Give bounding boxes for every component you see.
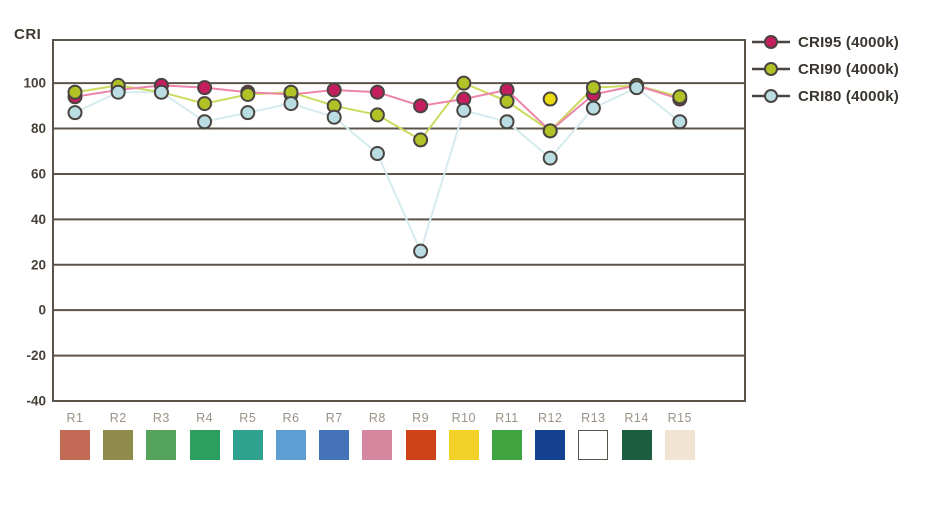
marker-cri80-r4 (197, 114, 213, 130)
marker-cri95-r4 (197, 80, 213, 96)
marker-cri80-r10 (456, 102, 472, 118)
marker-cri80-r11 (499, 114, 515, 130)
y-tick-label: 100 (23, 76, 46, 91)
marker-cri80-r13 (585, 100, 601, 116)
legend-item-cri95: CRI95 (4000k) (752, 31, 899, 53)
marker-cri80-r5 (240, 105, 256, 121)
marker-cri90-r9 (413, 132, 429, 148)
marker-cri90-r13 (585, 80, 601, 96)
legend-item-cri80: CRI80 (4000k) (752, 85, 899, 107)
marker-cri95-r9 (413, 98, 429, 114)
legend-label-cri80: CRI80 (4000k) (798, 87, 899, 105)
legend-item-cri90: CRI90 (4000k) (752, 58, 899, 80)
marker-cri80-r6 (283, 96, 299, 112)
marker-cri90-r11 (499, 93, 515, 109)
yellow-dot (542, 91, 558, 107)
marker-cri90-r8 (369, 107, 385, 123)
y-axis-title: CRI (14, 26, 42, 43)
marker-cri80-r12 (542, 150, 558, 166)
y-tick-label: 0 (38, 303, 46, 318)
marker-cri80-r15 (672, 114, 688, 130)
marker-cri80-r1 (67, 105, 83, 121)
marker-cri90-r12 (542, 123, 558, 139)
legend: CRI95 (4000k) CRI90 (4000k) CRI80 (4000k… (752, 31, 899, 107)
legend-label-cri90: CRI90 (4000k) (798, 60, 899, 78)
marker-cri90-r10 (456, 75, 472, 91)
legend-marker-cri80-icon (752, 89, 790, 103)
marker-cri90-r5 (240, 86, 256, 102)
marker-cri95-r7 (326, 82, 342, 98)
plot-frame (52, 39, 746, 402)
y-tick-label: 40 (31, 212, 46, 227)
y-tick-label: 60 (31, 166, 46, 181)
marker-cri95-r8 (369, 84, 385, 100)
y-tick-label: 80 (31, 121, 46, 136)
legend-label-cri95: CRI95 (4000k) (798, 33, 899, 51)
y-tick-label: -20 (26, 348, 46, 363)
marker-cri80-r2 (110, 84, 126, 100)
marker-cri80-r7 (326, 109, 342, 125)
y-tick-label: 20 (31, 257, 46, 272)
marker-cri90-r4 (197, 96, 213, 112)
marker-cri90-r1 (67, 84, 83, 100)
marker-cri90-r15 (672, 89, 688, 105)
legend-marker-cri90-icon (752, 62, 790, 76)
marker-cri80-r8 (369, 146, 385, 162)
marker-cri80-r14 (629, 80, 645, 96)
y-tick-label: -40 (26, 394, 46, 409)
legend-marker-cri95-icon (752, 35, 790, 49)
marker-cri80-r3 (153, 84, 169, 100)
marker-cri80-r9 (413, 243, 429, 259)
